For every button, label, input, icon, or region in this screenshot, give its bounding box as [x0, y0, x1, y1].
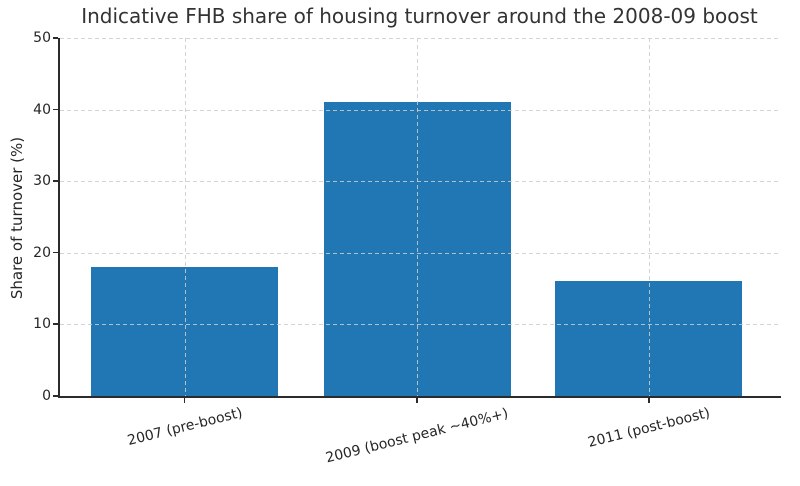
v-gridline-2 — [417, 38, 419, 396]
y-tick-mark-10 — [53, 323, 58, 325]
y-tick-mark-0 — [53, 395, 58, 397]
x-tick-label-2: 2009 (boost peak ~40%+) — [324, 405, 510, 467]
h-gridline-50 — [60, 38, 781, 39]
h-gridline-10 — [60, 324, 781, 326]
h-gridline-20 — [60, 252, 781, 254]
y-tick-label-50: 50 — [33, 30, 51, 46]
x-tick-mark-2 — [416, 398, 418, 403]
v-gridline-1 — [184, 38, 186, 396]
chart-title: Indicative FHB share of housing turnover… — [81, 4, 758, 28]
h-gridline-30 — [60, 181, 781, 183]
x-tick-label-3: 2011 (post-boost) — [586, 405, 712, 452]
h-gridline-40 — [60, 109, 781, 111]
y-axis-label: Share of turnover (%) — [8, 136, 26, 300]
v-gridline-3 — [648, 38, 650, 396]
y-tick-label-40: 40 — [33, 101, 51, 118]
y-tick-label-0: 0 — [42, 388, 51, 404]
y-tick-mark-30 — [53, 180, 58, 182]
x-tick-mark-3 — [648, 398, 650, 403]
y-tick-mark-20 — [53, 251, 58, 254]
x-tick-mark-1 — [183, 398, 186, 403]
y-tick-mark-40 — [53, 108, 58, 111]
y-tick-label-20: 20 — [33, 244, 51, 261]
plot-area — [58, 38, 781, 398]
y-tick-label-10: 10 — [33, 316, 51, 333]
y-tick-mark-50 — [53, 37, 58, 39]
x-tick-label-1: 2007 (pre-boost) — [125, 405, 244, 450]
y-tick-label-30: 30 — [33, 173, 51, 190]
